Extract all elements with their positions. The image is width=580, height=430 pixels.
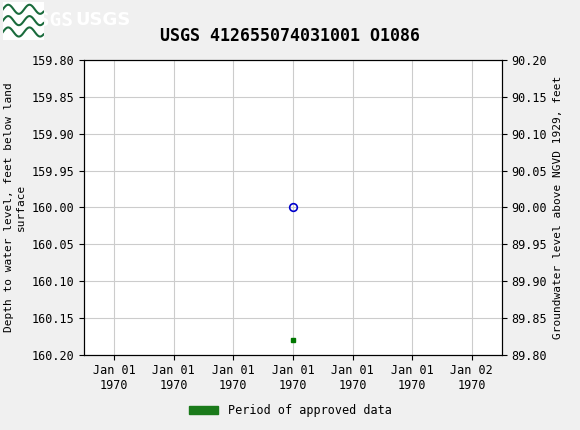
Legend: Period of approved data: Period of approved data [184, 399, 396, 422]
Text: USGS: USGS [75, 11, 130, 29]
Y-axis label: Depth to water level, feet below land
surface: Depth to water level, feet below land su… [5, 83, 26, 332]
Text: USGS: USGS [26, 11, 73, 30]
Text: USGS 412655074031001 O1086: USGS 412655074031001 O1086 [160, 27, 420, 45]
Text: ≈: ≈ [5, 6, 28, 34]
Y-axis label: Groundwater level above NGVD 1929, feet: Groundwater level above NGVD 1929, feet [553, 76, 563, 339]
